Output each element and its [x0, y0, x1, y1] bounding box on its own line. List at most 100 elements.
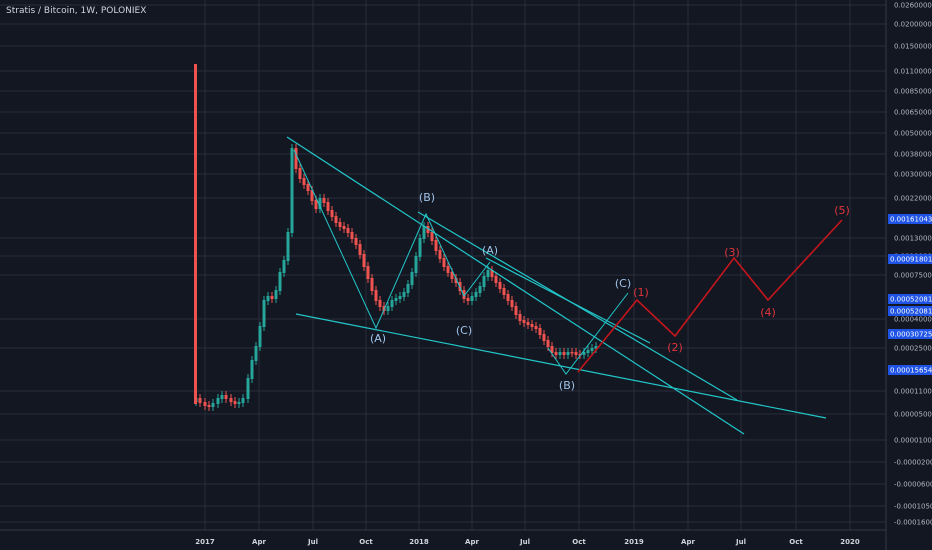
candle-body: [559, 352, 562, 355]
candle-body: [447, 266, 450, 273]
candle-body: [575, 352, 578, 355]
grid-lines: [0, 0, 886, 550]
x-tick-label: Apr: [252, 538, 266, 546]
candle-body: [343, 226, 346, 229]
candle-body: [407, 284, 410, 293]
x-tick-label: Oct: [789, 538, 803, 546]
candle-body: [531, 324, 534, 327]
price-tag-label: 0.00052081: [890, 308, 932, 316]
candle-body: [199, 398, 202, 403]
candle-body: [431, 232, 434, 241]
x-tick-label: Jul: [735, 538, 746, 546]
candle-body: [587, 350, 590, 353]
y-tick-label: -0.00002000: [894, 459, 932, 467]
trendline: [287, 137, 744, 434]
price-tag-label: 0.00052081: [890, 296, 932, 304]
wave-label-red: (5): [834, 204, 850, 217]
x-tick-label: Apr: [681, 538, 695, 546]
candle-body: [339, 222, 342, 227]
candle-body: [395, 298, 398, 301]
y-tick-label: 0.00130000: [894, 235, 932, 243]
candle-body: [263, 300, 266, 327]
candle-body: [367, 266, 370, 279]
candle-body: [519, 314, 522, 321]
y-tick-label: 0.00025000: [894, 345, 932, 353]
y-tick-label: 0.00500000: [894, 130, 932, 138]
candle-body: [335, 216, 338, 223]
candle-body: [555, 352, 558, 355]
wave-path-blue-2: [548, 293, 628, 374]
candle-body: [399, 296, 402, 299]
candle-body: [221, 395, 224, 399]
price-tag-label: 0.00030725: [890, 331, 932, 339]
candle-body: [234, 401, 237, 404]
y-tick-label: 0.00040000: [894, 316, 932, 324]
candle-body: [419, 238, 422, 257]
candle-body: [591, 348, 594, 351]
wave-label-red: (1): [633, 286, 649, 299]
wave-label-red: (3): [724, 246, 740, 259]
y-tick-label: 0.00300000: [894, 171, 932, 179]
candle-body: [511, 300, 514, 307]
candle-body: [571, 352, 574, 354]
candle-body: [327, 202, 330, 211]
candle-body: [355, 238, 358, 245]
candle-body: [539, 328, 542, 335]
candle-body: [247, 378, 250, 399]
candle-body: [387, 306, 390, 311]
candle-body: [225, 395, 228, 399]
y-tick-label: 0.00650000: [894, 109, 932, 117]
candle-body: [299, 168, 302, 179]
candle-body: [347, 228, 350, 233]
candle-body: [363, 254, 366, 267]
wave-label-red: (4): [760, 306, 776, 319]
wave-label-blue: (C): [456, 324, 472, 337]
candle-body: [279, 272, 282, 291]
y-tick-label: -0.00016000: [894, 519, 932, 527]
y-tick-label: -0.00006000: [894, 481, 932, 489]
x-axis: 2017 Apr Jul Oct 2018 Apr Jul Oct 2019 Apr Jul Oct 2…: [195, 538, 860, 546]
price-tag-label: 0.00015654: [890, 367, 932, 375]
candle-body: [543, 334, 546, 341]
candle-body: [439, 250, 442, 259]
y-tick-label: 0.01100000: [894, 68, 932, 76]
candle-body: [563, 352, 566, 355]
wave-label-blue: (A): [370, 332, 386, 345]
candle-body: [307, 184, 310, 191]
y-tick-label: -0.00010500: [894, 503, 932, 511]
candle-body: [375, 290, 378, 301]
candle-body: [204, 402, 207, 406]
y-tick-label: 0.01500000: [894, 43, 932, 51]
candle-body: [242, 398, 245, 403]
wave-label-blue: (B): [419, 191, 435, 204]
candle-body: [291, 148, 294, 233]
wave-label-blue: (A): [482, 244, 498, 257]
y-tick-label: 0.00011000: [894, 388, 932, 396]
candle-body: [267, 296, 270, 301]
candle-body: [251, 360, 254, 379]
candle-body: [238, 402, 241, 404]
wave-label-blue: (C): [615, 277, 631, 290]
candle-body: [391, 300, 394, 307]
x-tick-label: 2017: [195, 538, 215, 546]
x-tick-label: 2020: [840, 538, 860, 546]
candle-body: [535, 326, 538, 329]
candle-body: [467, 298, 470, 301]
candle-body: [283, 260, 286, 273]
x-tick-label: Apr: [465, 538, 479, 546]
candle-body: [415, 256, 418, 273]
wave-labels: (A)(B)(C)(A)(B)(C)(1)(2)(3)(4)(5): [370, 191, 850, 392]
x-tick-label: 2019: [624, 538, 644, 546]
candle-body: [208, 405, 211, 407]
candle-body: [379, 300, 382, 307]
x-tick-label: Oct: [572, 538, 586, 546]
candle-body: [331, 210, 334, 217]
candle-body: [351, 232, 354, 239]
candle-body: [523, 320, 526, 323]
candle-body: [443, 258, 446, 267]
x-tick-label: 2018: [409, 538, 429, 546]
